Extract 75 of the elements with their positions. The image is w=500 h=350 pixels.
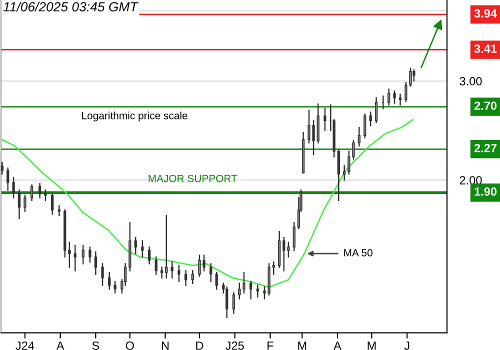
x-tick-label: S (92, 341, 100, 350)
candlestick (12, 177, 15, 198)
candlestick (44, 189, 47, 202)
candlestick (18, 189, 21, 219)
candlestick (24, 194, 26, 212)
candlestick (324, 108, 326, 132)
x-tick-label: J (404, 342, 410, 350)
candlestick (88, 246, 92, 263)
chart-title: 11/06/2025 03:45 GMT (3, 2, 139, 12)
candlestick (50, 193, 54, 215)
candlestick (249, 280, 252, 300)
candlestick (226, 286, 228, 318)
ref-line-label: 1.90 (474, 187, 497, 196)
candlestick (352, 140, 355, 160)
candlestick (38, 183, 42, 198)
ref-line-label: 3.94 (474, 9, 497, 18)
candlestick (82, 244, 84, 264)
candlestick (1, 162, 4, 175)
candlestick (58, 205, 61, 216)
candlestick (232, 292, 236, 314)
candlestick (108, 272, 111, 290)
x-tick-label: J24 (16, 341, 34, 350)
ref-line-label: 2.27 (474, 144, 496, 152)
candlestick (154, 256, 158, 275)
candlestick (68, 242, 71, 268)
candlestick (369, 112, 372, 126)
candlestick (364, 113, 366, 138)
x-tick-label: N (162, 342, 169, 350)
candlestick (215, 272, 218, 290)
candlestick (412, 69, 416, 82)
x-tick-label: O (126, 341, 134, 350)
candlestick (141, 240, 144, 258)
candlestick (210, 263, 212, 282)
candlestick (6, 168, 10, 191)
y-tick-label: 3.00 (460, 77, 482, 86)
candlestick (74, 244, 76, 272)
candlestick (398, 94, 402, 106)
x-tick-label: J25 (226, 341, 244, 350)
candlestick (30, 184, 34, 202)
candlestick (134, 237, 137, 254)
candlestick (114, 280, 116, 294)
candlestick (393, 90, 396, 104)
candlestick (337, 150, 340, 202)
candlestick (165, 214, 168, 279)
x-tick-label: M (368, 342, 376, 350)
annotation: Logarithmic price scale (82, 112, 188, 122)
candlestick (287, 242, 290, 258)
candlestick (358, 126, 360, 147)
candlestick (343, 165, 346, 181)
candlestick (94, 251, 98, 275)
candlestick (282, 237, 286, 272)
candlestick (101, 263, 104, 286)
candlestick (191, 270, 194, 284)
x-tick-label: A (56, 342, 64, 350)
candlestick (242, 272, 246, 294)
candlestick (348, 150, 350, 175)
candlestick (292, 222, 296, 251)
x-tick-label: D (196, 342, 204, 350)
candlestick (238, 282, 241, 300)
candlestick (272, 261, 275, 275)
candlestick (178, 264, 180, 282)
annotation: MA 50 (344, 249, 372, 256)
candlestick (184, 270, 188, 286)
candlestick (160, 266, 164, 279)
x-tick-label: A (334, 342, 342, 350)
x-tick-label: M (298, 342, 306, 350)
annotation: MAJOR SUPPORT (148, 174, 238, 182)
candlestick (256, 284, 259, 298)
x-tick-label: F (268, 342, 274, 350)
candlestick (387, 88, 390, 106)
ref-line-label: 3.41 (474, 44, 497, 53)
ref-line-label: 2.70 (474, 102, 497, 110)
candlestick (170, 261, 174, 279)
candlestick (374, 97, 378, 124)
candlestick (148, 246, 151, 264)
